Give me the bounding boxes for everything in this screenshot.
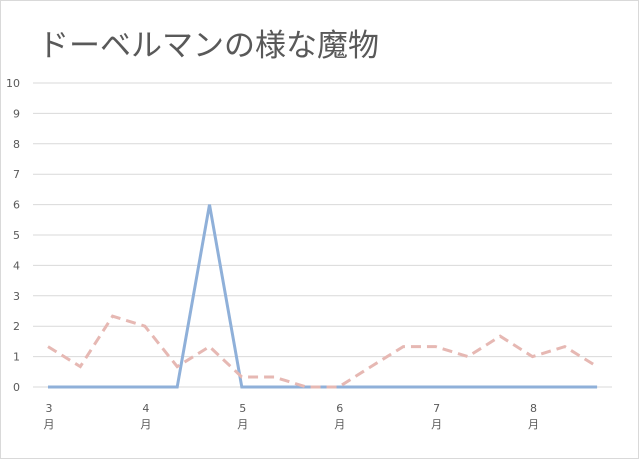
y-tick-label: 5 <box>13 229 20 242</box>
x-tick-sublabel: 月 <box>334 418 345 431</box>
y-tick-label: 3 <box>13 290 20 303</box>
x-tick-sublabel: 月 <box>237 418 248 431</box>
x-tick-sublabel: 月 <box>431 418 442 431</box>
series-line-1 <box>48 204 598 389</box>
x-tick-label: 5 <box>239 402 246 415</box>
series-lines <box>47 204 598 389</box>
gridlines <box>33 82 612 388</box>
y-tick-label: 4 <box>13 259 20 272</box>
chart-title: ドーベルマンの様な魔物 <box>38 28 379 64</box>
x-tick-label: 7 <box>433 402 440 415</box>
series-line-2 <box>47 314 598 389</box>
y-tick-label: 1 <box>13 351 20 364</box>
y-tick-label: 2 <box>13 320 20 333</box>
x-tick-sublabel: 月 <box>44 418 55 431</box>
x-tick-labels: 3 月 4 月 5 月 6 月 7 月 8 月 <box>44 402 540 431</box>
x-tick-sublabel: 月 <box>140 418 151 431</box>
x-tick-label: 6 <box>336 402 343 415</box>
y-tick-label: 10 <box>6 77 20 90</box>
y-tick-label: 9 <box>13 107 20 120</box>
y-tick-label: 7 <box>13 168 20 181</box>
y-tick-label: 6 <box>13 199 20 212</box>
y-tick-label: 0 <box>13 381 20 394</box>
x-tick-label: 3 <box>46 402 53 415</box>
x-tick-label: 8 <box>530 402 537 415</box>
x-tick-label: 4 <box>142 402 149 415</box>
x-tick-sublabel: 月 <box>528 418 539 431</box>
y-tick-label: 8 <box>13 138 20 151</box>
y-tick-labels: 0 1 2 3 4 5 6 7 8 9 10 <box>6 77 20 394</box>
